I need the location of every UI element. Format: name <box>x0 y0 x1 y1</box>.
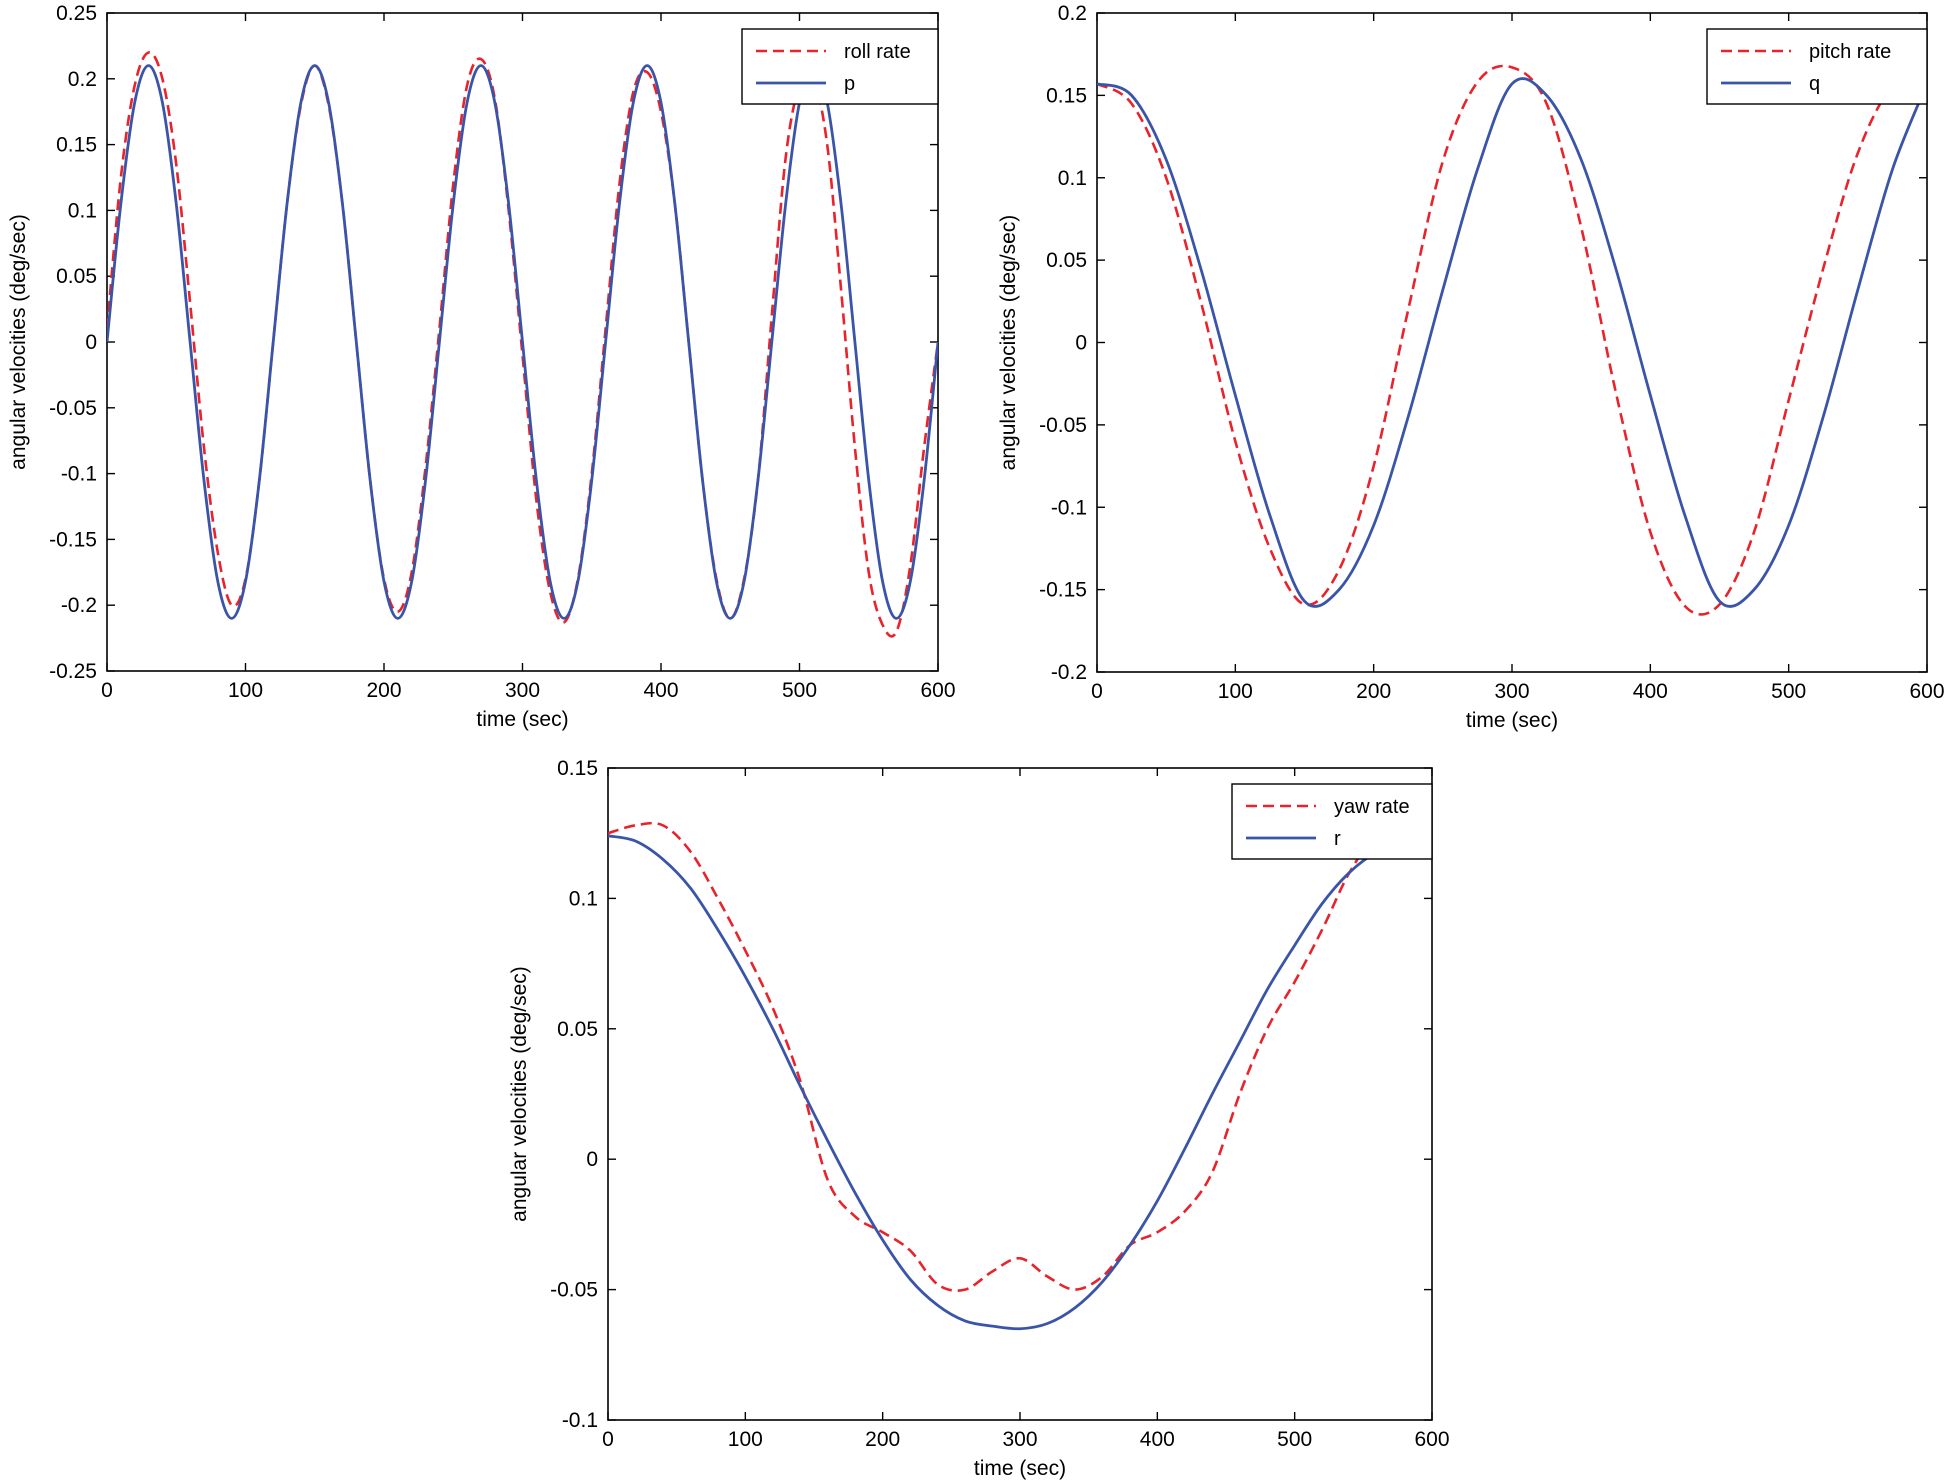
x-tick-label: 100 <box>228 679 263 702</box>
chart-panel-3: 0 100 200 300 400 500 600 -0.1 -0.05 0 0.05 0.1 0.15… <box>508 757 1450 1480</box>
x-tick-label: 500 <box>782 679 817 702</box>
x-tick-label: 300 <box>505 679 540 702</box>
legend-label: roll rate <box>844 41 911 63</box>
y-tick-label: -0.25 <box>49 660 97 683</box>
x-axis-label: time (sec) <box>1466 709 1558 732</box>
x-tick-label: 400 <box>1633 680 1668 703</box>
legend-label: yaw rate <box>1334 796 1410 818</box>
y-tick-label: -0.05 <box>550 1279 598 1302</box>
y-tick-label: 0.15 <box>1046 84 1087 107</box>
y-tick-label: -0.1 <box>61 463 97 486</box>
y-tick-label: -0.2 <box>1051 661 1087 684</box>
y-tick-label: -0.1 <box>1051 496 1087 519</box>
y-tick-label: 0 <box>85 331 97 354</box>
x-tick-label: 500 <box>1277 1428 1312 1451</box>
y-axis-label: angular velocities (deg/sec) <box>7 214 30 470</box>
x-tick-label: 400 <box>643 679 678 702</box>
chart-panel-2: 0 100 200 300 400 500 600 -0.2 -0.15 -0.1 -0.05 0 0.… <box>997 2 1945 732</box>
y-axis-label: angular velocities (deg/sec) <box>997 215 1020 471</box>
legend-label: p <box>844 73 855 95</box>
y-tick-label: 0.2 <box>68 68 97 91</box>
y-tick-label: -0.05 <box>49 397 97 420</box>
legend-label: pitch rate <box>1809 41 1891 63</box>
series-line-pitch-rate <box>1097 64 1927 616</box>
x-tick-label: 300 <box>1002 1428 1037 1451</box>
y-tick-label: 0.1 <box>68 199 97 222</box>
y-tick-label: 0 <box>1075 332 1087 355</box>
legend-box <box>1231 783 1433 860</box>
y-tick-label: 0.05 <box>1046 249 1087 272</box>
x-tick-label: 0 <box>1091 680 1103 703</box>
y-tick-label: -0.15 <box>49 528 97 551</box>
series-group <box>1097 64 1927 616</box>
x-tick-label: 600 <box>1909 680 1944 703</box>
chart-panel-1: 0 100 200 300 400 500 600 -0.25 -0.2 -0.15 -0.1 -0.… <box>7 2 956 731</box>
y-tick-label: -0.05 <box>1039 414 1087 437</box>
y-tick-label: 0.2 <box>1058 2 1087 25</box>
legend: yaw rate r <box>1231 783 1433 860</box>
x-tick-label: 300 <box>1494 680 1529 703</box>
plot-area <box>1096 12 1928 673</box>
y-tick-label: 0.25 <box>56 2 97 25</box>
x-tick-label: 200 <box>1356 680 1391 703</box>
x-tick-label: 200 <box>865 1428 900 1451</box>
legend-label: r <box>1334 828 1341 850</box>
series-group <box>107 51 938 638</box>
x-tick-label: 0 <box>602 1428 614 1451</box>
plot-area <box>607 767 1433 1421</box>
x-tick-label: 600 <box>1414 1428 1449 1451</box>
series-line-r <box>608 834 1432 1331</box>
y-tick-label: 0.1 <box>1058 167 1087 190</box>
x-axis-label: time (sec) <box>974 1457 1066 1480</box>
x-tick-label: 100 <box>1218 680 1253 703</box>
series-line-p <box>107 64 938 620</box>
x-tick-label: 0 <box>101 679 113 702</box>
x-tick-label: 400 <box>1140 1428 1175 1451</box>
x-tick-label: 100 <box>728 1428 763 1451</box>
series-line-yaw-rate <box>608 821 1432 1292</box>
x-tick-label: 200 <box>366 679 401 702</box>
legend-box <box>741 28 939 105</box>
y-tick-label: 0.05 <box>56 265 97 288</box>
y-tick-label: 0 <box>586 1148 598 1171</box>
y-tick-label: -0.15 <box>1039 579 1087 602</box>
legend: pitch rate q <box>1706 28 1928 105</box>
x-tick-label: 600 <box>920 679 955 702</box>
y-tick-label: 0.15 <box>557 757 598 780</box>
legend-label: q <box>1809 73 1820 95</box>
y-tick-label: -0.1 <box>562 1409 598 1432</box>
y-tick-label: 0.15 <box>56 134 97 157</box>
x-tick-label: 500 <box>1771 680 1806 703</box>
legend: roll rate p <box>741 28 939 105</box>
series-line-q <box>1097 77 1927 608</box>
legend-box <box>1706 28 1928 105</box>
y-tick-label: -0.2 <box>61 594 97 617</box>
y-tick-label: 0.1 <box>569 887 598 910</box>
x-axis-label: time (sec) <box>476 708 568 731</box>
y-tick-label: 0.05 <box>557 1018 598 1041</box>
y-axis-label: angular velocities (deg/sec) <box>508 966 531 1222</box>
series-group <box>608 821 1432 1331</box>
